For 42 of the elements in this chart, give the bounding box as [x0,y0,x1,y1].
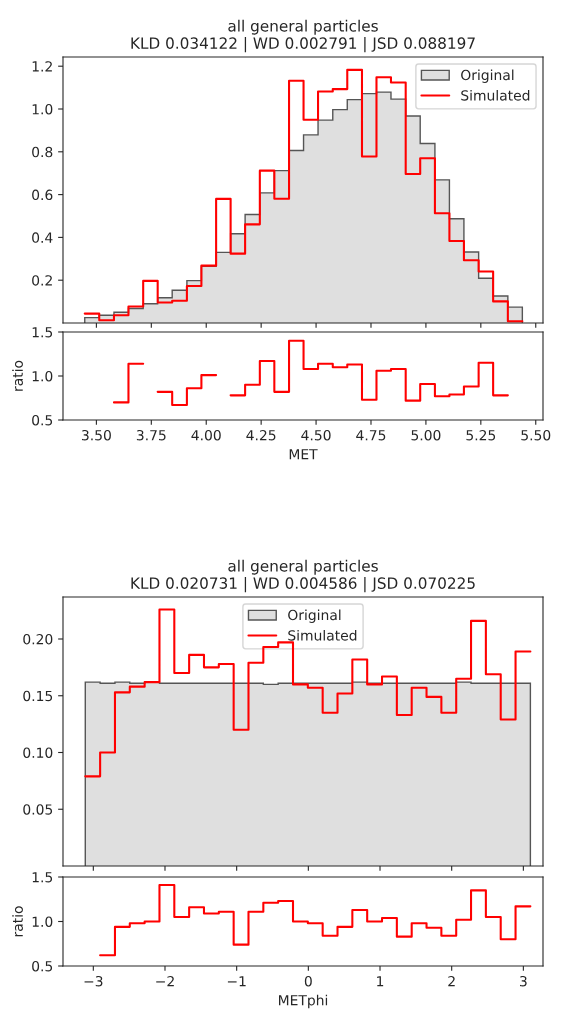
y-tick-label: 1.5 [32,327,53,338]
x-tick-label: −2 [156,975,174,987]
x-axis-title: MET [289,449,318,460]
x-tick-label: 3.50 [81,429,111,441]
legend-label: Original [461,69,514,83]
legend-label: Original [288,609,341,623]
y-tick-label: 0.5 [32,960,53,972]
x-tick-label: 4.00 [191,429,221,441]
x-tick-label: 2 [448,975,455,987]
y-tick-label: 0.10 [23,747,53,758]
y-tick-label: 1.5 [32,872,53,883]
x-tick-label: 1 [377,976,384,987]
x-tick-label: 4.25 [246,429,276,441]
x-tick-label: −3 [84,975,103,987]
legend-label: Simulated [461,89,530,101]
y-tick-label: 0.5 [32,414,53,426]
y-tick-label: 0.20 [23,633,53,645]
y-tick-label: 0.8 [32,146,53,158]
x-tick-label: 5.50 [521,429,551,441]
x-tick-label: 4.50 [301,429,331,441]
x-tick-label: 4.75 [356,430,386,441]
y-tick-label: 0.6 [32,189,53,201]
y-tick-label: 1.0 [32,103,53,115]
x-axis-title: METphi [279,994,328,1009]
y-tick-label: 0.05 [23,804,53,815]
y-tick-label: 1.0 [32,916,53,927]
y-tick-label: 0.4 [32,232,53,243]
chart-title: all general particles KLD 0.020731 | WD 0.004586 | JSD 0.070225 [131,559,475,593]
y-axis-title: ratio [12,906,23,937]
y-axis-title: ratio [12,360,23,391]
x-tick-label: 5.25 [466,429,496,441]
chart-title: all general particles KLD 0.034122 | WD 0.002791 | JSD 0.088197 [131,19,475,53]
y-tick-label: 0.15 [23,690,53,702]
legend-label: Simulated [288,629,357,641]
x-tick-label: 3.75 [136,429,166,441]
x-tick-label: 5.00 [411,429,441,441]
y-tick-label: 1.0 [32,370,53,382]
x-tick-label: 0 [304,975,312,987]
x-tick-label: 3 [520,975,527,987]
x-tick-label: −1 [227,976,246,987]
y-tick-label: 1.2 [32,61,52,72]
y-tick-label: 0.2 [32,275,52,286]
